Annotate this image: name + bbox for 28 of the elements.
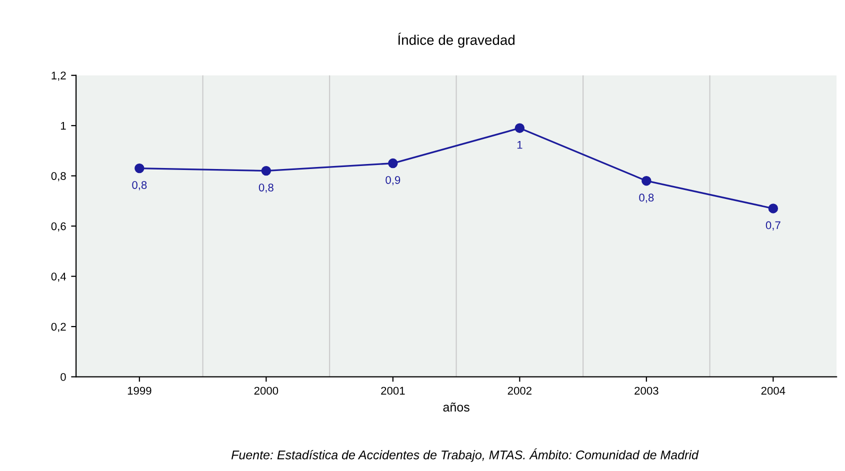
y-tick-label: 0,2 bbox=[51, 322, 66, 332]
point bbox=[388, 158, 398, 168]
y-tick-label: 1 bbox=[60, 122, 66, 130]
point bbox=[134, 163, 144, 174]
source-note: Fuente: Estadística de Accidentes de Trabajo, MTAS. Ámbito: Comunidad de Madrid bbox=[231, 448, 699, 462]
x-axis-title: años bbox=[443, 402, 470, 412]
x-tick-label: 2002 bbox=[508, 386, 532, 395]
x-tick-label: 2001 bbox=[381, 386, 405, 395]
point bbox=[514, 123, 525, 133]
y-tick-label: 0 bbox=[60, 373, 66, 381]
data-label: 0,8 bbox=[639, 194, 654, 203]
data-label: 0,7 bbox=[766, 221, 780, 230]
y-tick-label: 1,2 bbox=[52, 72, 66, 81]
data-label: 0,8 bbox=[258, 184, 274, 193]
y-tick-label: 0,6 bbox=[51, 222, 66, 232]
chart-title: Índice de gravedad bbox=[398, 32, 514, 48]
data-label: 1 bbox=[517, 141, 522, 149]
point bbox=[261, 166, 272, 176]
x-tick-label: 2003 bbox=[634, 386, 658, 395]
point bbox=[642, 176, 652, 186]
point bbox=[768, 204, 778, 214]
x-tick-label: 2004 bbox=[761, 386, 786, 395]
data-label: 0,8 bbox=[132, 181, 147, 190]
y-tick-label: 0,8 bbox=[51, 172, 66, 182]
data-label: 0,9 bbox=[386, 176, 400, 186]
y-tick-label: 0,4 bbox=[51, 272, 66, 282]
x-tick-label: 1999 bbox=[128, 386, 152, 395]
x-tick-label: 2000 bbox=[254, 386, 278, 395]
